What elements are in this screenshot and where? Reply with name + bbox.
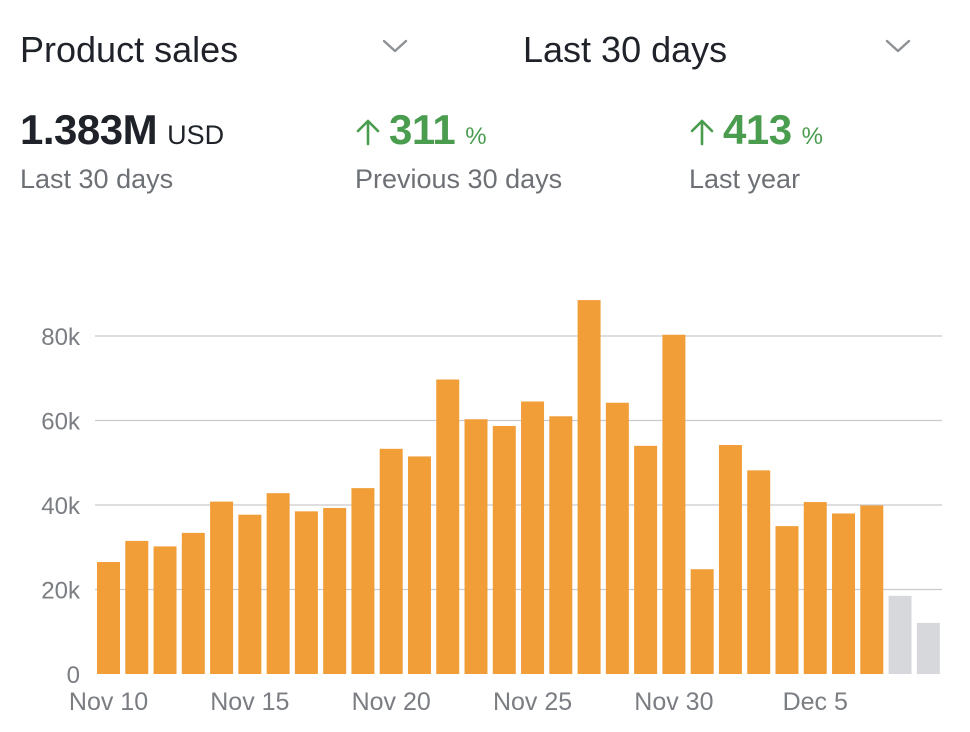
bar[interactable] bbox=[210, 501, 234, 674]
y-tick-label: 60k bbox=[41, 409, 81, 436]
bar[interactable] bbox=[266, 493, 290, 674]
bar[interactable] bbox=[521, 401, 545, 674]
last-year-stat: 413 % Last year bbox=[689, 106, 823, 195]
chevron-down-icon bbox=[885, 39, 911, 53]
bar[interactable] bbox=[351, 488, 375, 674]
x-tick-label: Dec 5 bbox=[783, 688, 848, 716]
bar[interactable] bbox=[662, 334, 686, 674]
x-tick-label: Nov 15 bbox=[210, 688, 289, 716]
x-tick-label: Nov 10 bbox=[69, 688, 148, 716]
arrow-up-icon bbox=[690, 119, 714, 146]
last-year-change-value: 413 bbox=[723, 106, 792, 153]
y-tick-label: 80k bbox=[41, 324, 81, 351]
arrow-up-icon bbox=[356, 119, 380, 146]
total-sales-stat: 1.383M USD Last 30 days bbox=[20, 106, 224, 195]
previous-period-caption: Previous 30 days bbox=[355, 164, 563, 194]
total-sales-caption: Last 30 days bbox=[20, 164, 174, 194]
previous-period-stat: 311 % Previous 30 days bbox=[355, 106, 562, 195]
previous-period-change-value: 311 bbox=[389, 106, 456, 153]
bar[interactable] bbox=[181, 532, 205, 674]
bar[interactable] bbox=[153, 546, 177, 674]
bar[interactable] bbox=[379, 448, 403, 674]
date-range-selector[interactable]: Last 30 days bbox=[523, 26, 923, 74]
bar[interactable] bbox=[492, 425, 516, 674]
bar[interactable] bbox=[125, 540, 149, 674]
bar[interactable] bbox=[634, 445, 658, 674]
bar[interactable] bbox=[436, 379, 460, 674]
last-year-change-unit: % bbox=[801, 123, 823, 150]
previous-period-change-unit: % bbox=[465, 123, 487, 150]
bar[interactable] bbox=[549, 416, 573, 674]
metric-selector[interactable]: Product sales bbox=[20, 26, 420, 74]
bar[interactable] bbox=[407, 456, 431, 674]
last-year-caption: Last year bbox=[689, 164, 801, 194]
bar[interactable] bbox=[860, 505, 884, 674]
metric-selector-label: Product sales bbox=[20, 29, 239, 70]
bar-partial-day[interactable] bbox=[888, 595, 912, 674]
bar[interactable] bbox=[803, 502, 827, 674]
x-tick-label: Nov 25 bbox=[493, 688, 572, 716]
date-range-selector-label: Last 30 days bbox=[523, 29, 728, 70]
y-tick-label: 20k bbox=[41, 578, 81, 605]
y-tick-label: 40k bbox=[41, 493, 81, 520]
bar[interactable] bbox=[577, 300, 601, 674]
bar-partial-day[interactable] bbox=[916, 622, 940, 674]
chevron-down-icon bbox=[382, 39, 408, 53]
bar[interactable] bbox=[238, 514, 262, 674]
bar[interactable] bbox=[605, 402, 629, 674]
bar[interactable] bbox=[97, 562, 120, 674]
bar[interactable] bbox=[832, 513, 856, 674]
bar[interactable] bbox=[775, 526, 799, 674]
x-tick-label: Nov 20 bbox=[352, 688, 431, 716]
bar[interactable] bbox=[690, 569, 714, 674]
bar[interactable] bbox=[718, 445, 742, 674]
x-tick-label: Nov 30 bbox=[634, 688, 713, 716]
sales-bar-chart: 0 20k 40k 60k 80k Nov 10 Nov 15 Nov 20 Nov 25 Nov… bbox=[41, 300, 942, 716]
total-sales-unit: USD bbox=[167, 120, 225, 150]
total-sales-value: 1.383M bbox=[20, 106, 158, 153]
bar[interactable] bbox=[294, 511, 318, 674]
y-tick-label: 0 bbox=[67, 662, 80, 689]
bar[interactable] bbox=[323, 507, 347, 674]
bar[interactable] bbox=[464, 419, 488, 674]
bar[interactable] bbox=[747, 470, 771, 674]
